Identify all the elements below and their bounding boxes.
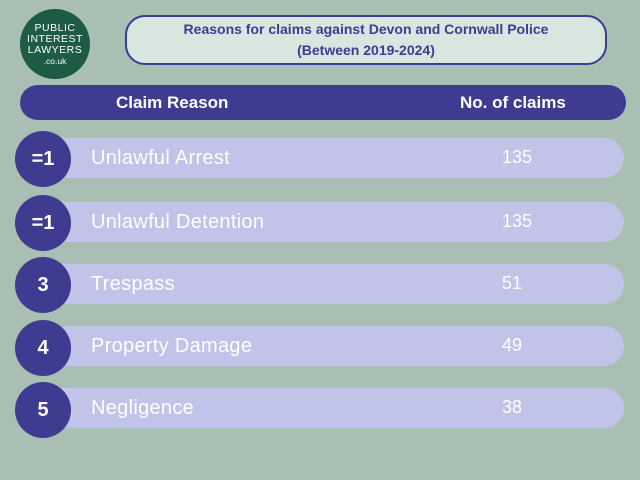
row-reason: Unlawful Detention <box>91 211 265 233</box>
logo-line-3: LAWYERS <box>27 43 83 56</box>
rank-badge: 4 <box>15 320 71 376</box>
chart-title: Reasons for claims against Devon and Cor… <box>125 15 607 65</box>
table-header: Claim Reason No. of claims <box>20 85 626 120</box>
chart-title-line-2: (Between 2019-2024) <box>297 42 435 58</box>
row-count: 51 <box>502 273 523 293</box>
table-row: Unlawful Arrest 135 <box>42 138 624 178</box>
table-row: Trespass 51 <box>42 264 624 304</box>
row-count: 38 <box>502 397 523 417</box>
row-count: 135 <box>502 211 533 231</box>
chart-title-line-1: Reasons for claims against Devon and Cor… <box>183 21 549 37</box>
row-count: 49 <box>502 335 523 355</box>
header-claim-reason: Claim Reason <box>116 93 229 112</box>
rank-badge: =1 <box>15 131 71 187</box>
logo-line-4: .co.uk <box>43 55 67 66</box>
logo-line-2: INTEREST <box>27 32 83 45</box>
rank-badge: 3 <box>15 257 71 313</box>
table-row: Property Damage 49 <box>42 326 624 366</box>
row-count: 135 <box>502 147 533 167</box>
rank-badge: =1 <box>15 195 71 251</box>
row-reason: Negligence <box>91 397 195 419</box>
logo-line-1: PUBLIC <box>34 21 76 34</box>
table-row: Negligence 38 <box>42 388 624 428</box>
row-reason: Property Damage <box>91 335 253 357</box>
row-reason: Trespass <box>91 273 175 295</box>
rank-badge: 5 <box>15 382 71 438</box>
row-reason: Unlawful Arrest <box>91 147 230 169</box>
header-number-of-claims: No. of claims <box>460 93 566 112</box>
table-row: Unlawful Detention 135 <box>42 202 624 242</box>
brand-logo: PUBLIC INTEREST LAWYERS .co.uk <box>20 9 90 79</box>
